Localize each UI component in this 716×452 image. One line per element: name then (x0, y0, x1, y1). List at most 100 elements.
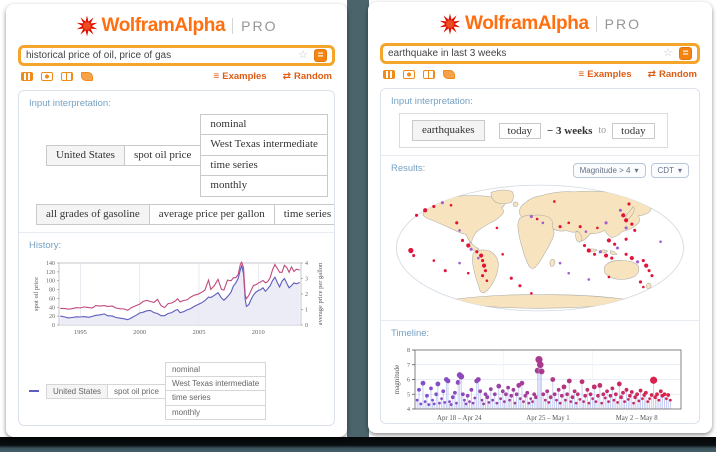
magnitude-filter-label: Magnitude > 4 (579, 166, 631, 176)
utility-row: ≡ Examples ⇄ Random (21, 71, 332, 82)
svg-text:May 2 – May 8: May 2 – May 8 (616, 415, 659, 422)
svg-text:20: 20 (49, 314, 55, 320)
input-interpretation-label: Input interpretation: (391, 96, 473, 107)
cell-all-grades: all grades of gasoline (36, 203, 150, 225)
pod-divider (381, 320, 699, 322)
examples-label: Examples (587, 69, 632, 80)
svg-text:8: 8 (407, 348, 410, 354)
legend-spot-oil-price: spot oil price (107, 383, 166, 399)
wolfram-spikey-icon (439, 13, 461, 35)
svg-text:1: 1 (305, 307, 308, 313)
examples-icon: ≡ (213, 71, 220, 82)
random-shuffle-icon: ⇄ (282, 71, 291, 82)
keyboard-icon[interactable] (21, 72, 33, 81)
cell-time-series-2: time series (273, 203, 334, 225)
search-input[interactable] (26, 50, 295, 61)
pod-divider (19, 231, 334, 233)
svg-text:magnitude: magnitude (393, 365, 401, 395)
legend-wti: West Texas intermediate (164, 376, 267, 392)
backdrop-bottom-edge (0, 437, 716, 452)
world-map (391, 183, 689, 313)
cell-monthly: monthly (200, 175, 328, 197)
timeline-chart: 4 5 6 7 8 magnitude Apr 18 – Apr 24 Apr 25 – Ma… (391, 345, 689, 423)
random-shuffle-icon: ⇄ (647, 69, 656, 80)
backdrop-gap (347, 0, 369, 452)
brand-text: WolframAlpha (465, 13, 589, 34)
svg-text:80: 80 (49, 288, 55, 294)
upload-icon[interactable] (81, 72, 93, 81)
svg-text:5: 5 (407, 393, 410, 399)
svg-text:Apr 18 – Apr 24: Apr 18 – Apr 24 (437, 415, 482, 422)
svg-text:2000: 2000 (133, 329, 146, 336)
result-filters: Magnitude > 4 ▾ CDT ▾ (572, 163, 689, 179)
wolframalpha-window-earthquakes: WolframAlpha PRO ☆ = ≡ Examples ⇄ (368, 2, 712, 433)
timezone-label: CDT (657, 166, 674, 176)
random-link[interactable]: ⇄ Random (283, 71, 332, 82)
svg-text:2: 2 (305, 292, 308, 298)
chevron-down-icon: ▾ (677, 166, 682, 176)
svg-text:140: 140 (46, 261, 55, 267)
cell-avg-price-gallon: average price per gallon (148, 203, 275, 225)
upload-icon[interactable] (443, 70, 455, 79)
data-table-icon[interactable] (61, 72, 73, 81)
cell-west-texas-intermediate: West Texas intermediate (200, 134, 328, 156)
search-input[interactable] (388, 48, 660, 59)
input-interpretation-label: Input interpretation: (29, 98, 111, 109)
interpretation-box: earthquakes today − 3 weeks to today (399, 113, 668, 149)
timeline-label: Timeline: (391, 328, 430, 340)
svg-text:0: 0 (52, 323, 55, 329)
compute-equals-button[interactable]: = (314, 49, 327, 62)
input-method-icons (21, 72, 93, 81)
svg-text:spot oil price: spot oil price (33, 277, 40, 311)
svg-text:7: 7 (407, 363, 410, 369)
favorite-star-icon[interactable]: ☆ (663, 47, 673, 59)
cell-time-series: time series (200, 154, 328, 177)
interpretation-stack: nominal West Texas intermediate time ser… (200, 114, 328, 197)
wolframalpha-window-oil-gas: WolframAlpha PRO ☆ = ≡ Examples ⇄ (6, 4, 347, 437)
legend-stack: nominal West Texas intermediate time ser… (164, 361, 267, 420)
examples-link[interactable]: ≡ Examples (213, 71, 266, 82)
offset-text: − 3 weeks (546, 124, 593, 137)
svg-text:Apr 25 – May 1: Apr 25 – May 1 (526, 415, 569, 422)
camera-icon[interactable] (41, 72, 53, 81)
svg-text:60: 60 (49, 296, 55, 302)
history-label: History: (29, 239, 62, 251)
earthquake-dots-layer (408, 200, 662, 295)
data-table-icon[interactable] (423, 70, 435, 79)
cell-nominal: nominal (200, 114, 328, 136)
random-label: Random (659, 69, 697, 80)
interpretation-row-oil: United States spot oil price nominal Wes… (46, 114, 328, 197)
random-link[interactable]: ⇄ Random (648, 69, 697, 80)
magnitude-filter-dropdown[interactable]: Magnitude > 4 ▾ (572, 163, 646, 179)
interpretation-row-gas: all grades of gasoline average price per… (36, 203, 334, 225)
oil-series-dash-icon (29, 390, 39, 393)
date-range-group: today − 3 weeks to today (498, 122, 655, 139)
examples-link[interactable]: ≡ Examples (578, 69, 631, 80)
camera-icon[interactable] (403, 70, 415, 79)
keyboard-icon[interactable] (383, 70, 395, 79)
quick-links: ≡ Examples ⇄ Random (578, 69, 697, 80)
legend-united-states: United States (46, 383, 109, 399)
svg-text:4: 4 (305, 261, 308, 267)
svg-text:1995: 1995 (74, 329, 87, 336)
pro-badge: PRO (232, 18, 277, 34)
result-pod: Input interpretation: United States spot… (18, 90, 335, 426)
quick-links: ≡ Examples ⇄ Random (213, 71, 332, 82)
results-header: Results: Magnitude > 4 ▾ CDT ▾ (391, 163, 689, 180)
svg-text:6: 6 (407, 378, 410, 384)
cell-spot-oil-price: spot oil price (123, 145, 202, 167)
wolfram-spikey-icon (76, 15, 97, 37)
timezone-dropdown[interactable]: CDT ▾ (650, 163, 689, 179)
legend-cells-oil: United States spot oil price nominal Wes… (46, 361, 267, 420)
svg-text:3: 3 (305, 276, 308, 282)
pro-badge: PRO (595, 16, 641, 32)
legend-time-series: time series (164, 390, 267, 406)
favorite-star-icon[interactable]: ☆ (298, 49, 308, 61)
svg-text:4: 4 (407, 407, 410, 413)
compute-equals-button[interactable]: = (679, 47, 692, 60)
examples-label: Examples (222, 71, 267, 82)
search-bar: ☆ = (380, 43, 700, 64)
to-text: to (598, 125, 607, 137)
examples-icon: ≡ (578, 69, 585, 80)
